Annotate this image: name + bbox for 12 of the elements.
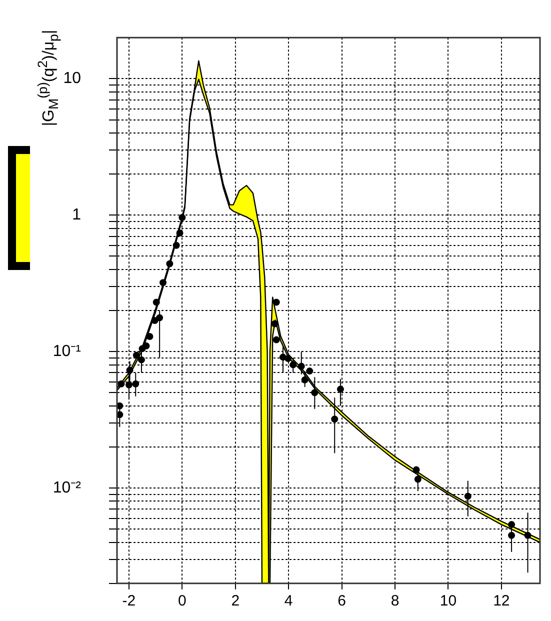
x-tick-label: 4 <box>284 592 293 610</box>
y-tick-label: 1 <box>72 206 82 224</box>
x-tick-label: 0 <box>178 592 186 610</box>
y-tick-label: 10 <box>63 70 82 88</box>
x-tick-label: 8 <box>390 592 400 610</box>
x-tick-label: -2 <box>122 592 136 610</box>
x-tick-label: 12 <box>493 592 510 610</box>
x-tick-label: 6 <box>338 592 346 610</box>
x-tick-label: 10 <box>440 592 457 610</box>
x-tick-label: 2 <box>231 592 240 610</box>
y-tick-label: 10⁻¹ <box>52 342 81 360</box>
y-tick-label: 10⁻² <box>52 479 82 496</box>
